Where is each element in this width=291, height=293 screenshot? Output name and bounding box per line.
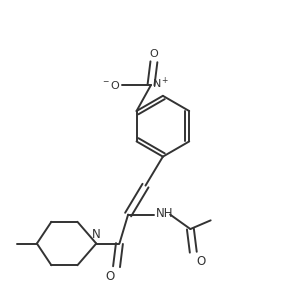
Text: N: N: [92, 228, 101, 241]
Text: NH: NH: [156, 207, 173, 220]
Text: O: O: [106, 270, 115, 282]
Text: O: O: [196, 255, 205, 268]
Text: N$^+$: N$^+$: [152, 76, 170, 91]
Text: O: O: [150, 49, 158, 59]
Text: $^-$O: $^-$O: [100, 79, 120, 91]
